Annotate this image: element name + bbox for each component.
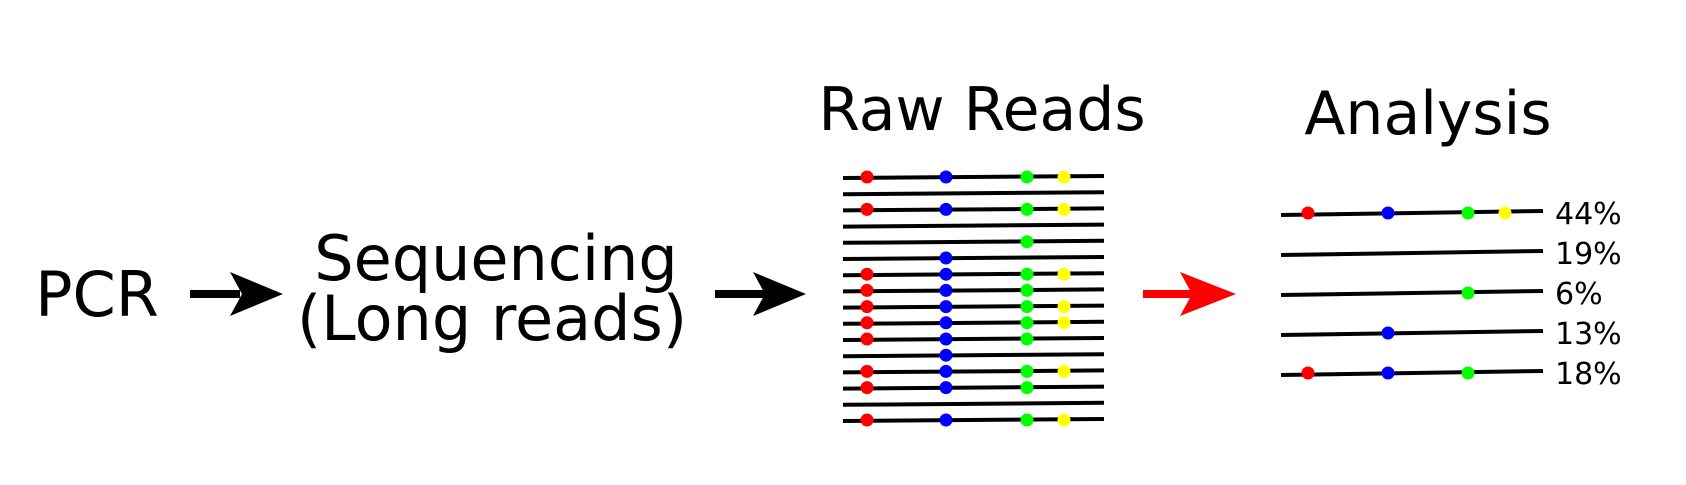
variant-marker-red — [860, 170, 874, 184]
variant-marker-green — [1020, 381, 1034, 395]
haplotype-marker-green — [1461, 286, 1475, 300]
raw-read-row — [842, 283, 1105, 297]
read-line — [842, 255, 1105, 261]
variant-marker-red — [860, 202, 874, 216]
arrow-sequencing-to-raw-reads-icon — [715, 272, 806, 316]
variant-marker-blue — [939, 170, 953, 184]
read-line — [842, 238, 1105, 245]
variant-marker-blue — [939, 300, 953, 314]
raw-read-row — [842, 400, 1105, 407]
variant-marker-green — [1020, 413, 1034, 427]
variant-marker-red — [860, 381, 874, 395]
variant-marker-yellow — [1057, 267, 1071, 281]
variant-marker-yellow — [1057, 413, 1071, 427]
arrow-pcr-to-sequencing-icon — [190, 272, 283, 316]
read-line — [842, 222, 1105, 229]
read-line — [842, 400, 1105, 407]
haplotype-row: 19% — [1280, 237, 1622, 272]
variant-marker-green — [1020, 267, 1034, 281]
raw-reads-title: Raw Reads — [818, 75, 1145, 145]
read-line — [842, 352, 1105, 359]
haplotype-line — [1280, 329, 1544, 337]
variant-marker-yellow — [1057, 316, 1071, 330]
variant-marker-blue — [939, 202, 953, 216]
read-line — [842, 287, 1105, 294]
variant-marker-green — [1020, 332, 1034, 346]
haplotype-line — [1280, 289, 1544, 297]
haplotype-row: 44% — [1280, 197, 1622, 232]
variant-marker-green — [1020, 235, 1034, 249]
haplotype-percent: 6% — [1555, 277, 1603, 312]
haplotype-marker-red — [1301, 206, 1315, 220]
haplotype-marker-blue — [1381, 206, 1395, 220]
haplotype-percent: 13% — [1555, 317, 1622, 352]
haplotype-marker-blue — [1381, 366, 1395, 380]
haplotype-percent: 18% — [1555, 357, 1622, 392]
variant-marker-red — [860, 300, 874, 314]
variant-marker-blue — [939, 364, 953, 378]
raw-read-row — [842, 190, 1105, 197]
haplotype-marker-green — [1461, 206, 1475, 220]
variant-marker-red — [860, 413, 874, 427]
haplotype-row: 18% — [1280, 357, 1622, 392]
variant-marker-blue — [939, 283, 953, 297]
variant-marker-blue — [939, 332, 953, 346]
haplotype-row: 13% — [1280, 317, 1622, 352]
variant-marker-green — [1020, 283, 1034, 297]
haplotype-row: 6% — [1280, 277, 1603, 312]
raw-read-row — [842, 267, 1105, 281]
read-line — [842, 190, 1105, 197]
haplotype-marker-yellow — [1498, 206, 1512, 220]
haplotype-marker-red — [1301, 366, 1315, 380]
raw-read-row — [842, 413, 1105, 427]
raw-read-row — [842, 170, 1105, 184]
raw-read-row — [842, 381, 1105, 395]
variant-marker-blue — [939, 413, 953, 427]
variant-marker-green — [1020, 170, 1034, 184]
variant-marker-blue — [939, 316, 953, 330]
raw-read-row — [842, 348, 1105, 362]
haplotype-percent: 19% — [1555, 237, 1622, 272]
read-line — [842, 384, 1105, 391]
variant-marker-green — [1020, 364, 1034, 378]
sequencing-label-line2: (Long reads) — [297, 282, 687, 355]
read-line — [842, 336, 1105, 342]
sequencing-label-line1: Sequencing — [314, 222, 678, 295]
analysis-panel: 44% 19% 6% 13% 18% — [1280, 197, 1622, 392]
analysis-title: Analysis — [1304, 79, 1551, 149]
arrow-raw-reads-to-analysis-icon — [1143, 272, 1236, 316]
raw-read-row — [842, 235, 1105, 249]
pcr-label: PCR — [35, 258, 159, 331]
raw-read-row — [842, 332, 1105, 346]
variant-marker-red — [860, 267, 874, 281]
raw-read-row — [842, 364, 1105, 378]
variant-marker-blue — [939, 348, 953, 362]
variant-marker-red — [860, 316, 874, 330]
raw-read-row — [842, 251, 1105, 265]
variant-marker-yellow — [1057, 300, 1071, 314]
raw-read-row — [842, 202, 1105, 216]
haplotype-marker-green — [1461, 366, 1475, 380]
haplotype-line — [1280, 249, 1544, 257]
variant-marker-yellow — [1057, 170, 1071, 184]
variant-marker-green — [1020, 300, 1034, 314]
raw-read-row — [842, 300, 1105, 314]
variant-marker-green — [1020, 202, 1034, 216]
variant-marker-blue — [939, 267, 953, 281]
haplotype-marker-blue — [1381, 326, 1395, 340]
variant-marker-yellow — [1057, 364, 1071, 378]
variant-marker-blue — [939, 381, 953, 395]
haplotype-line — [1280, 369, 1544, 377]
raw-reads-panel — [842, 170, 1105, 427]
haplotype-percent: 44% — [1555, 197, 1622, 232]
variant-marker-red — [860, 332, 874, 346]
raw-read-row — [842, 316, 1105, 330]
variant-marker-red — [860, 364, 874, 378]
variant-marker-blue — [939, 251, 953, 265]
variant-marker-green — [1020, 316, 1034, 330]
variant-marker-red — [860, 283, 874, 297]
raw-read-row — [842, 222, 1105, 229]
variant-marker-yellow — [1057, 202, 1071, 216]
